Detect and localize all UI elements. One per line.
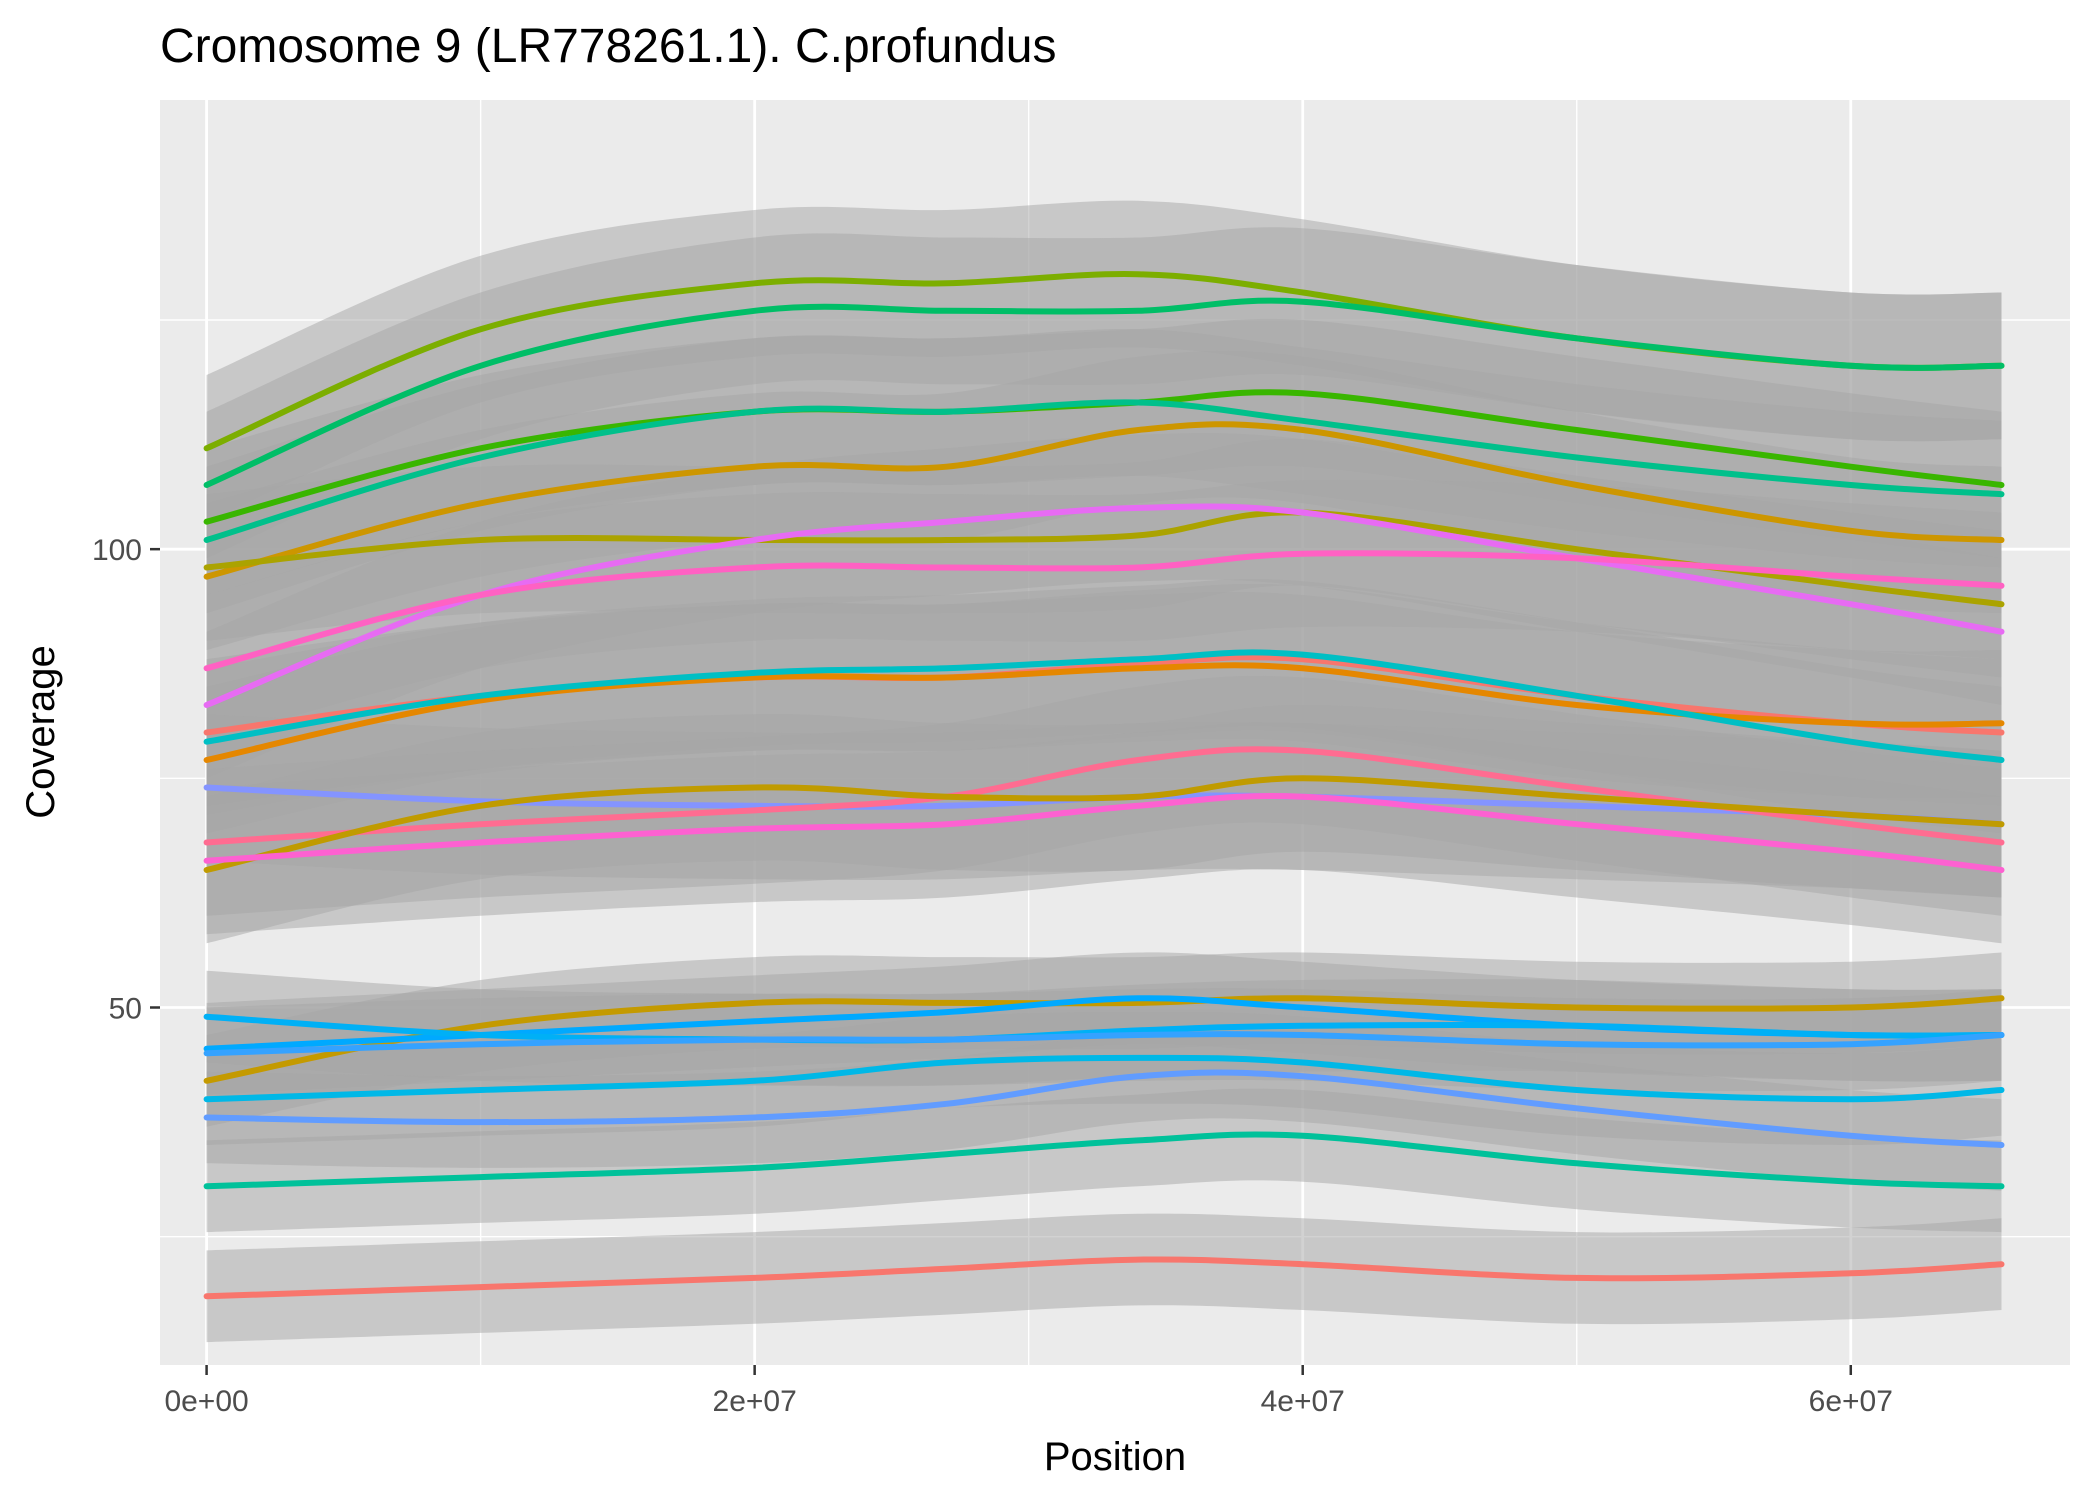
series-line — [203, 297, 2005, 488]
series-line — [203, 399, 2005, 543]
confidence-ribbon — [206, 227, 2002, 559]
y-tick-label: 100 — [92, 534, 142, 567]
series-lines — [203, 271, 2005, 1300]
series-line — [203, 775, 2005, 873]
series-line — [203, 649, 2005, 763]
y-axis: 50 100 — [92, 534, 160, 1026]
confidence-ribbon — [206, 1213, 2002, 1343]
chart-title: Cromosome 9 (LR778261.1). C.profundus — [160, 20, 1056, 73]
series-line — [203, 1013, 2005, 1044]
series-line — [203, 421, 2005, 580]
series-line — [203, 792, 2005, 873]
series-line — [203, 1069, 2005, 1148]
series-line — [203, 550, 2005, 672]
series-line — [203, 1054, 2005, 1103]
x-tick-label: 6e+07 — [1809, 1385, 1893, 1418]
series-line — [203, 1131, 2005, 1190]
x-tick-label: 2e+07 — [713, 1385, 797, 1418]
series-line — [203, 1256, 2005, 1300]
x-tick-label: 4e+07 — [1261, 1385, 1345, 1418]
series-line — [203, 995, 2005, 1084]
x-tick-label: 0e+00 — [164, 1385, 248, 1418]
x-axis: 0e+00 2e+07 4e+07 6e+07 — [164, 1365, 1893, 1418]
confidence-ribbon — [206, 1088, 2002, 1233]
y-tick-label: 50 — [109, 993, 142, 1026]
y-axis-label: Coverage — [19, 645, 63, 818]
series-line — [203, 503, 2005, 708]
confidence-ribbon — [206, 722, 2002, 944]
series-line — [203, 1031, 2005, 1057]
confidence-ribbons — [206, 200, 2002, 1343]
x-axis-label: Position — [1044, 1435, 1186, 1479]
series-line — [203, 662, 2005, 763]
